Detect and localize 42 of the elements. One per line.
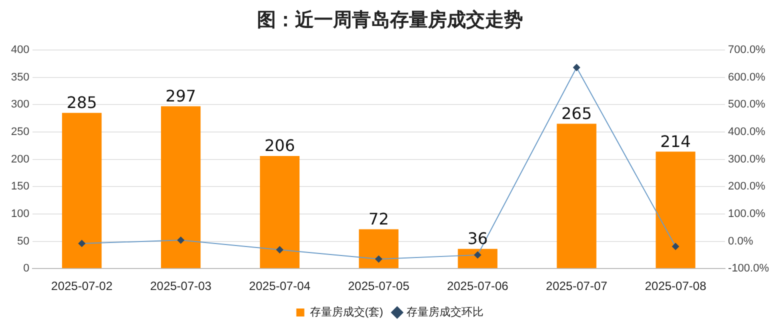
y2-tick-label: 200.0% bbox=[728, 180, 766, 193]
legend-label: 存量房成交(套) bbox=[310, 306, 384, 319]
data-label: 36 bbox=[467, 229, 488, 248]
bar bbox=[160, 106, 201, 268]
chart-title: 图：近一周青岛存量房成交走势 bbox=[256, 8, 524, 33]
y2-tick-label: 0.0% bbox=[728, 235, 754, 248]
y-tick-label: 400 bbox=[10, 44, 30, 56]
bar bbox=[260, 156, 300, 268]
y2-tick-label: -100.0% bbox=[728, 262, 770, 275]
y2-tick-label: 600.0% bbox=[728, 71, 766, 84]
legend-label: 存量房成交环比 bbox=[406, 306, 484, 319]
bar bbox=[62, 112, 102, 268]
x-tick-label: 2025-07-06 bbox=[446, 279, 509, 294]
data-label: 72 bbox=[368, 209, 389, 228]
y2-tick-label: 100.0% bbox=[728, 208, 766, 220]
y-tick-label: 0 bbox=[23, 262, 30, 275]
y-tick-label: 350 bbox=[10, 71, 30, 84]
x-tick-label: 2025-07-08 bbox=[644, 279, 707, 294]
y-tick-label: 300 bbox=[10, 98, 30, 111]
y-tick-label: 250 bbox=[10, 126, 30, 138]
data-label: 297 bbox=[166, 86, 196, 106]
bar bbox=[656, 152, 696, 268]
x-tick-label: 2025-07-04 bbox=[249, 279, 311, 294]
bar bbox=[358, 229, 398, 268]
y2-tick-label: 500.0% bbox=[728, 98, 766, 111]
x-tick-label: 2025-07-02 bbox=[51, 279, 113, 294]
x-tick-label: 2025-07-05 bbox=[348, 279, 410, 294]
data-label: 285 bbox=[66, 93, 98, 112]
data-label: 214 bbox=[660, 132, 691, 151]
y-tick-label: 150 bbox=[10, 180, 30, 193]
data-label: 206 bbox=[264, 136, 296, 156]
y-tick-label: 100 bbox=[10, 208, 30, 220]
bar bbox=[458, 248, 498, 268]
y-tick-label: 50 bbox=[17, 235, 30, 248]
x-tick-label: 2025-07-03 bbox=[150, 279, 212, 294]
bar bbox=[556, 124, 596, 268]
y2-tick-label: 700.0% bbox=[728, 44, 766, 56]
x-tick-label: 2025-07-07 bbox=[546, 279, 608, 294]
y-tick-label: 200 bbox=[10, 153, 30, 166]
data-label: 265 bbox=[561, 104, 592, 123]
y2-tick-label: 400.0% bbox=[728, 126, 766, 138]
y2-tick-label: 300.0% bbox=[728, 153, 766, 166]
